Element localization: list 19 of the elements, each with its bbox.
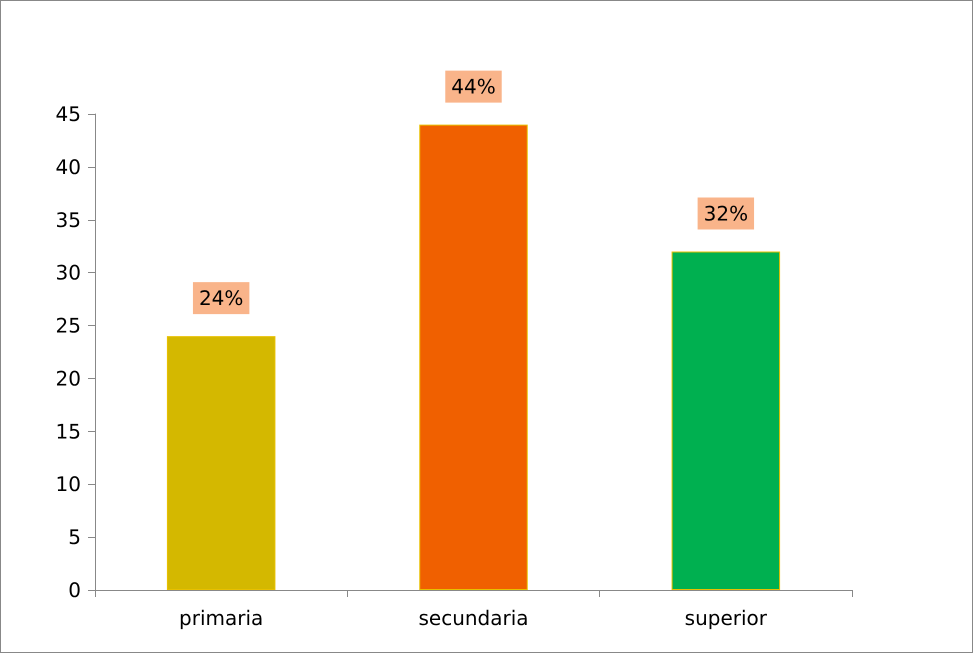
y-tick-label: 35 xyxy=(56,208,81,232)
y-tick-label: 5 xyxy=(68,525,81,550)
y-tick-label: 0 xyxy=(68,578,81,602)
y-tick-label: 30 xyxy=(56,260,81,285)
y-tick-label: 10 xyxy=(56,472,81,496)
bar xyxy=(166,336,276,590)
x-tick-label: primaria xyxy=(179,606,264,630)
y-tick-label: 20 xyxy=(56,366,81,390)
y-tick-label: 15 xyxy=(56,419,81,444)
data-label: 44% xyxy=(451,74,496,99)
data-label: 24% xyxy=(198,286,244,310)
y-tick-label: 25 xyxy=(56,314,81,338)
x-tick-label: superior xyxy=(684,606,768,630)
y-tick-label: 45 xyxy=(56,102,81,126)
y-tick-label: 40 xyxy=(56,154,81,179)
bar xyxy=(672,252,780,590)
data-label: 32% xyxy=(704,202,748,226)
bar xyxy=(419,124,528,590)
x-tick-label: secundaria xyxy=(418,606,529,630)
